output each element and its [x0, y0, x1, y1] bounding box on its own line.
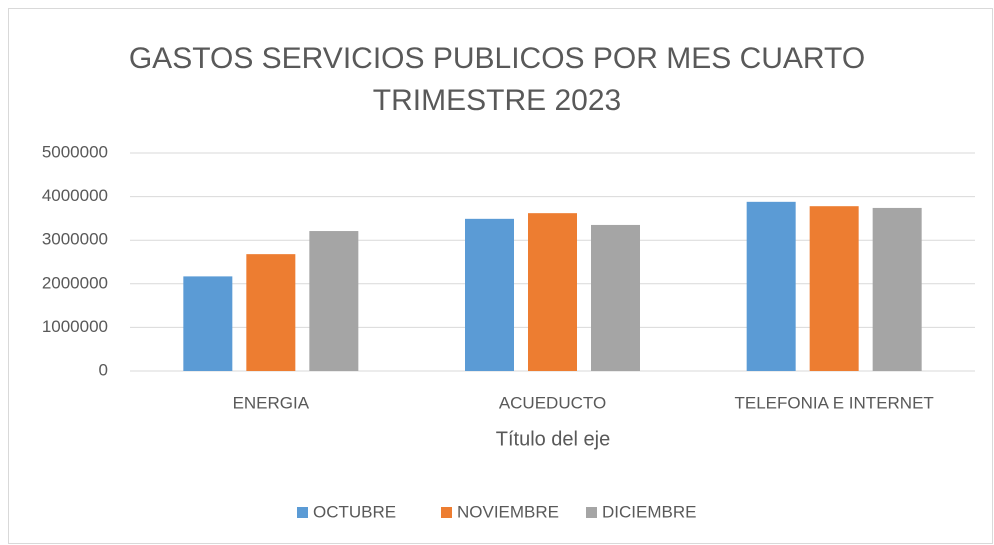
bar [309, 231, 359, 371]
bar [465, 218, 514, 371]
bar [746, 201, 796, 371]
bar [246, 254, 296, 371]
bar [809, 206, 859, 371]
x-tick-label: TELEFONIA E INTERNET [735, 393, 934, 412]
x-tick-label: ACUEDUCTO [499, 393, 606, 412]
y-tick-label: 3000000 [42, 230, 108, 249]
y-tick-label: 5000000 [42, 142, 108, 161]
legend-swatch [441, 507, 452, 518]
legend-label: NOVIEMBRE [457, 502, 559, 521]
legend-swatch [297, 507, 308, 518]
y-tick-label: 2000000 [42, 273, 108, 292]
legend-label: OCTUBRE [313, 502, 396, 521]
bar [872, 207, 922, 371]
bar [591, 224, 640, 371]
chart-title: GASTOS SERVICIOS PUBLICOS POR MES CUARTO… [128, 42, 866, 117]
y-tick-label: 1000000 [42, 317, 108, 336]
y-tick-label: 0 [99, 360, 108, 379]
y-tick-label: 4000000 [42, 186, 108, 205]
legend-label: DICIEMBRE [602, 502, 696, 521]
bar [528, 213, 577, 371]
x-axis-title: Título del eje [496, 428, 611, 450]
x-tick-label: ENERGIA [233, 393, 310, 412]
legend-swatch [586, 507, 597, 518]
bar [183, 276, 233, 371]
